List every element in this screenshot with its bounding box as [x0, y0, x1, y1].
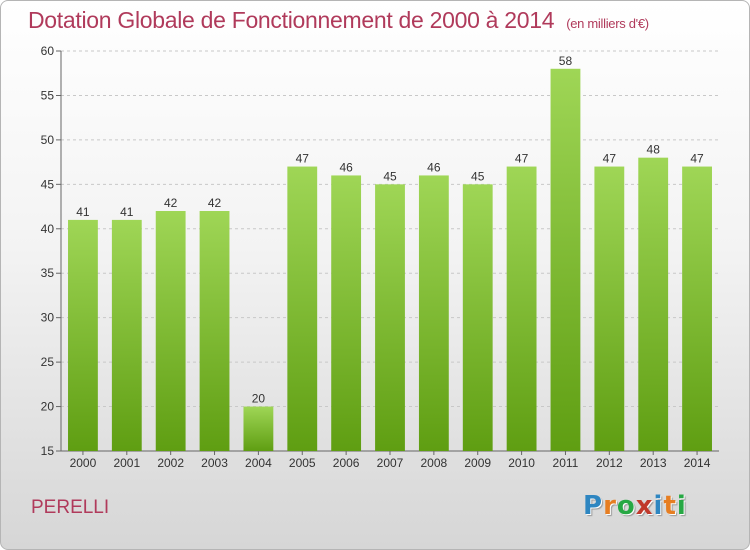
y-tick-label: 50 [41, 133, 55, 147]
data-label: 48 [647, 143, 661, 157]
x-tick-label: 2001 [113, 456, 140, 470]
logo-letter: t [663, 491, 677, 521]
x-tick-label: 2003 [201, 456, 228, 470]
data-label: 47 [690, 152, 704, 166]
x-tick-label: 2006 [333, 456, 360, 470]
data-label: 42 [164, 196, 178, 210]
data-label: 20 [252, 392, 266, 406]
bar [594, 166, 625, 452]
data-label: 45 [471, 169, 485, 183]
data-label: 47 [296, 152, 310, 166]
x-tick-label: 2010 [508, 456, 535, 470]
bar [155, 211, 186, 451]
y-tick-label: 15 [41, 444, 55, 458]
logo-letter: P [583, 491, 604, 521]
y-tick-label: 45 [41, 177, 55, 191]
y-tick-label: 25 [41, 355, 55, 369]
data-label: 46 [427, 160, 441, 174]
y-tick-label: 35 [41, 266, 55, 280]
x-tick-label: 2007 [377, 456, 404, 470]
y-tick-label: 30 [41, 311, 55, 325]
bar [287, 166, 318, 452]
x-tick-label: 2014 [684, 456, 711, 470]
logo-letter: x [635, 491, 654, 521]
data-label: 47 [603, 152, 617, 166]
commune-name: PERELLI [31, 497, 110, 518]
bar [682, 166, 712, 452]
chart-title: Dotation Globale de Fonctionnement de 20… [28, 7, 649, 34]
data-label: 41 [120, 205, 134, 219]
data-label: 42 [208, 196, 222, 210]
y-tick-label: 40 [41, 222, 55, 236]
data-label: 41 [76, 205, 90, 219]
logo-letter: o [616, 491, 636, 521]
bar [331, 175, 362, 451]
x-tick-label: 2011 [553, 456, 579, 470]
data-label: 46 [339, 160, 353, 174]
x-tick-label: 2000 [70, 456, 97, 470]
logo-letter: i [653, 491, 664, 521]
bar [111, 219, 142, 451]
x-tick-label: 2008 [421, 456, 448, 470]
x-tick-label: 2005 [289, 456, 316, 470]
logo-letter: r [603, 491, 617, 521]
bar [638, 157, 669, 451]
bar [506, 166, 537, 452]
bar [550, 68, 581, 452]
data-label: 45 [383, 169, 397, 183]
y-tick-label: 55 [41, 88, 55, 102]
y-tick-label: 20 [41, 400, 55, 414]
bar [243, 406, 274, 451]
data-label: 47 [515, 152, 529, 166]
proxiti-logo: Proxiti [583, 491, 687, 521]
chart-subtitle: (en milliers d'€) [566, 16, 649, 31]
x-tick-label: 2013 [640, 456, 667, 470]
bar [418, 175, 449, 451]
bar [375, 184, 405, 452]
chart-title-text: Dotation Globale de Fonctionnement de 20… [28, 7, 555, 33]
bar [68, 219, 98, 451]
data-label: 58 [559, 54, 573, 68]
x-tick-label: 2002 [157, 456, 184, 470]
bar [199, 211, 230, 451]
x-tick-label: 2012 [596, 456, 623, 470]
x-tick-label: 2004 [245, 456, 272, 470]
x-tick-label: 2009 [464, 456, 491, 470]
logo-letter: i [676, 491, 687, 521]
y-tick-label: 60 [41, 44, 55, 58]
bar [462, 184, 493, 452]
